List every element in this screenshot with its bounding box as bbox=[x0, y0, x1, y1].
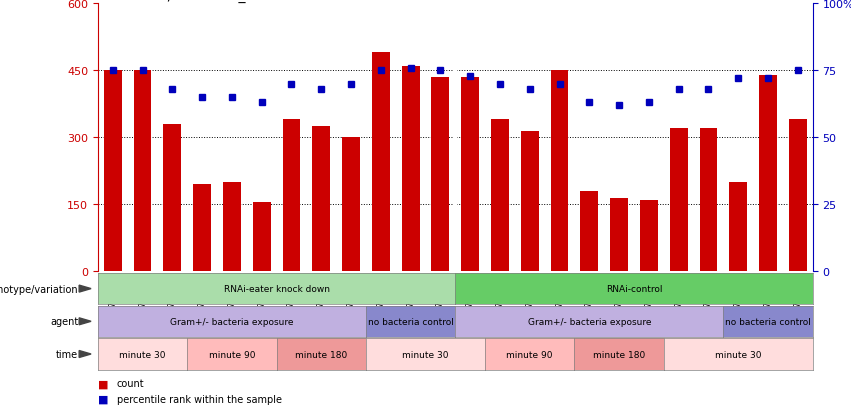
Bar bbox=[491, 120, 509, 272]
Text: GDS4438 / 1625183_at: GDS4438 / 1625183_at bbox=[98, 0, 260, 3]
Text: agent: agent bbox=[50, 316, 78, 327]
Text: minute 30: minute 30 bbox=[715, 350, 762, 358]
Bar bbox=[193, 185, 211, 272]
Bar bbox=[134, 71, 151, 272]
Bar bbox=[104, 71, 122, 272]
Text: ■: ■ bbox=[98, 394, 108, 404]
Text: count: count bbox=[117, 378, 144, 388]
Text: Gram+/- bacteria exposure: Gram+/- bacteria exposure bbox=[528, 317, 651, 326]
Bar bbox=[372, 53, 390, 272]
Polygon shape bbox=[79, 351, 91, 358]
Text: minute 180: minute 180 bbox=[593, 350, 645, 358]
Bar bbox=[700, 129, 717, 272]
Bar bbox=[163, 125, 181, 272]
Text: no bacteria control: no bacteria control bbox=[368, 317, 454, 326]
Bar bbox=[670, 129, 688, 272]
Text: minute 90: minute 90 bbox=[208, 350, 255, 358]
Text: minute 90: minute 90 bbox=[506, 350, 553, 358]
Text: percentile rank within the sample: percentile rank within the sample bbox=[117, 394, 282, 404]
Bar bbox=[342, 138, 360, 272]
Bar bbox=[253, 203, 271, 272]
Bar bbox=[789, 120, 807, 272]
Bar bbox=[610, 198, 628, 272]
Text: Gram+/- bacteria exposure: Gram+/- bacteria exposure bbox=[170, 317, 294, 326]
Bar bbox=[729, 183, 747, 272]
Text: minute 30: minute 30 bbox=[403, 350, 448, 358]
Bar bbox=[521, 131, 539, 272]
Bar bbox=[640, 200, 658, 272]
Text: ■: ■ bbox=[98, 378, 108, 388]
Bar bbox=[283, 120, 300, 272]
Text: no bacteria control: no bacteria control bbox=[725, 317, 811, 326]
Text: minute 180: minute 180 bbox=[295, 350, 347, 358]
Bar bbox=[580, 192, 598, 272]
Bar bbox=[551, 71, 568, 272]
Bar bbox=[223, 183, 241, 272]
Bar bbox=[461, 78, 479, 272]
Text: RNAi-eater knock down: RNAi-eater knock down bbox=[224, 285, 329, 293]
Text: time: time bbox=[56, 349, 78, 359]
Text: minute 30: minute 30 bbox=[119, 350, 166, 358]
Polygon shape bbox=[79, 318, 91, 325]
Bar bbox=[759, 76, 777, 272]
Bar bbox=[431, 78, 449, 272]
Polygon shape bbox=[79, 285, 91, 292]
Bar bbox=[312, 127, 330, 272]
Text: genotype/variation: genotype/variation bbox=[0, 284, 78, 294]
Text: RNAi-control: RNAi-control bbox=[606, 285, 662, 293]
Bar bbox=[402, 66, 420, 272]
